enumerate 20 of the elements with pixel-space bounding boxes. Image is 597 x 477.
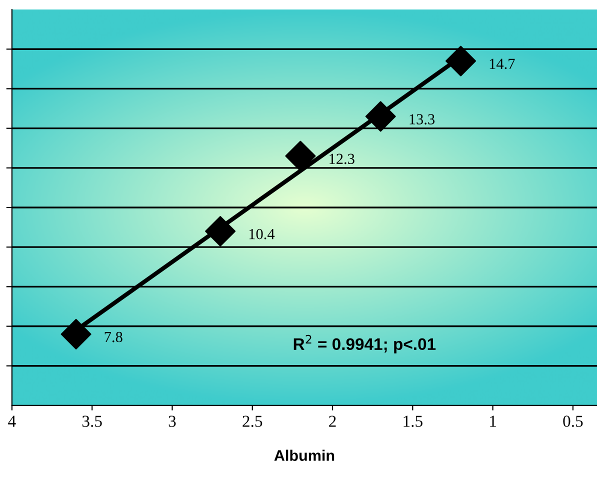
point: [60, 318, 92, 350]
annotation: R$^{2}$ = 0.9941; p<.01: [294, 334, 436, 354]
x-tick-label: 2: [329, 416, 336, 427]
x-tick-label: 1: [490, 416, 496, 427]
x-tick-label: 3: [168, 416, 176, 427]
data-label: 13.3: [410, 114, 435, 124]
point: [205, 216, 236, 247]
x-tick-label: 4: [8, 416, 16, 427]
data-label: 14.7: [490, 58, 515, 70]
point: [285, 140, 316, 172]
x-tick-label: 0.5: [563, 416, 583, 427]
x-tick-label: 2.5: [242, 416, 262, 427]
x-axis-title: Albumin: [274, 450, 334, 461]
x-tick-label: 3.5: [82, 416, 102, 427]
x-tick-label: 1.5: [404, 416, 422, 427]
point: [445, 46, 476, 76]
point: [365, 101, 396, 132]
data-label: 10.4: [249, 228, 275, 240]
data-label: 7.8: [104, 332, 122, 342]
data-label: 12.3: [330, 154, 354, 164]
